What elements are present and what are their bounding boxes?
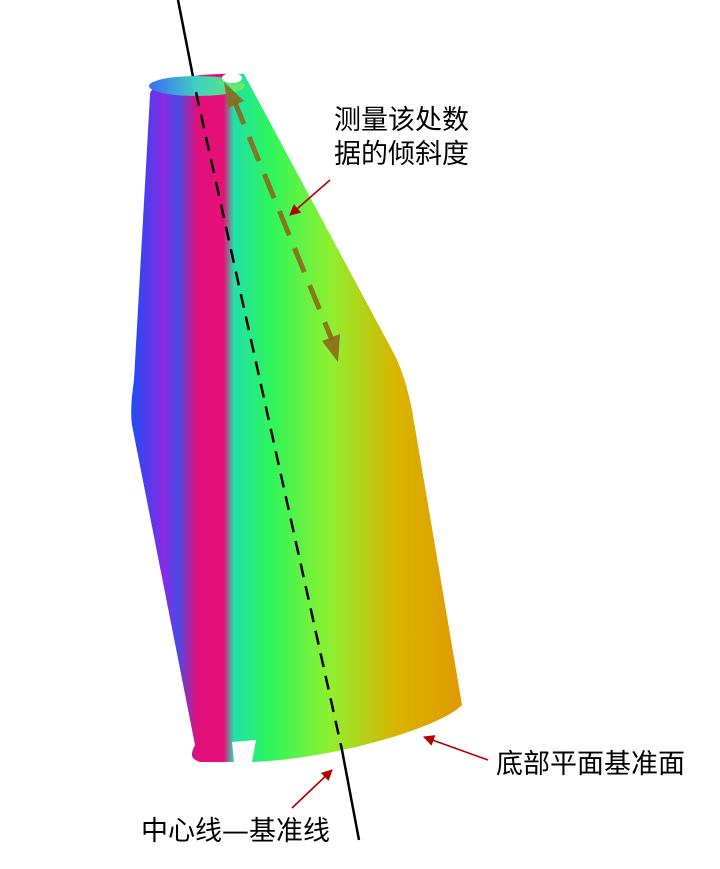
pointer-arrow-axis <box>291 769 333 809</box>
pointer-arrow-tilt <box>289 179 331 216</box>
top-rim <box>149 76 245 96</box>
tilt-label-line-2: 据的倾斜度 <box>334 138 469 170</box>
center-line-label: 中心线—基准线 <box>141 816 330 847</box>
pointer-arrow-base <box>422 735 489 761</box>
bottom-gap <box>232 740 256 762</box>
top-hole <box>222 73 242 83</box>
tilt-measure-arrow <box>224 82 340 362</box>
tilt-measurement-label: 测量该处数 据的倾斜度 <box>334 104 469 172</box>
tilt-label-line-1: 测量该处数 <box>334 105 469 136</box>
base-plane-label: 底部平面基准面 <box>496 749 685 780</box>
axis-line-bottom <box>340 749 361 841</box>
scanned-part-body <box>131 73 462 763</box>
center-line-dashed <box>194 91 344 751</box>
